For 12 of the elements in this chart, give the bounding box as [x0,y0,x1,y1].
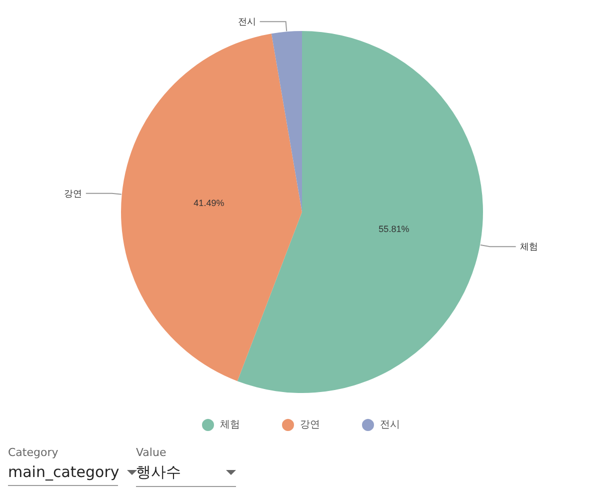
legend-label: 강연 [300,420,320,430]
data-label: 55.81% [378,224,410,234]
text: Value [136,446,168,459]
text: main_category [8,463,120,481]
data-label: 41.49% [194,198,224,208]
text: 행사수 [136,463,181,482]
text: Category [8,446,60,459]
slice-label: 강연 [64,188,82,198]
slice-label: 전시 [238,16,256,27]
slice-label: 체험 [520,242,538,252]
legend-label: 체험 [220,420,240,430]
legend-label: 전시 [380,420,400,430]
